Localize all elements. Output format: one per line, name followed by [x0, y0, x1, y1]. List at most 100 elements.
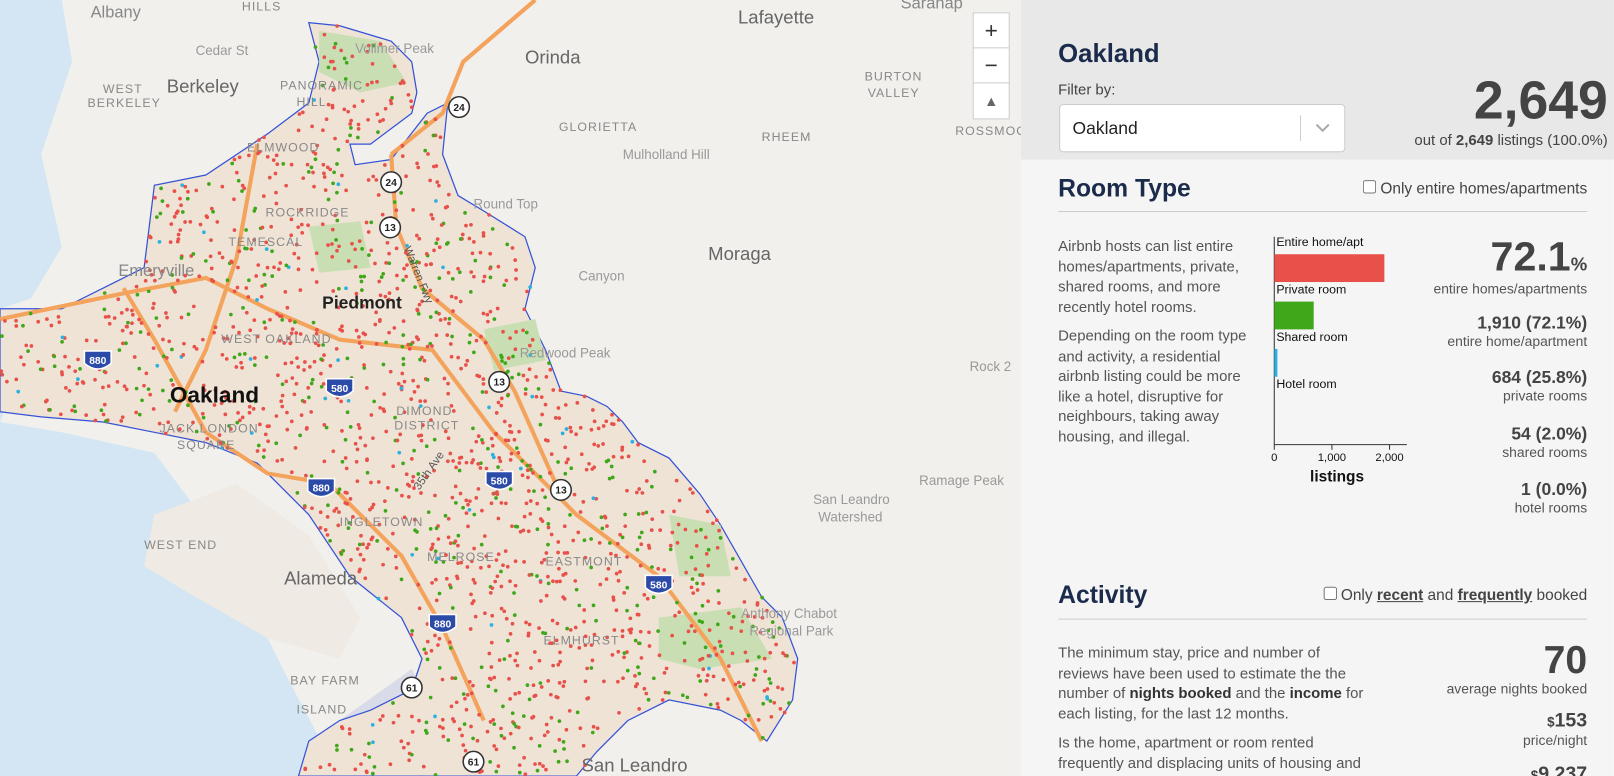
- listing-dot: [550, 641, 554, 646]
- map-label: Lafayette: [738, 6, 814, 27]
- listing-dot: [490, 227, 495, 231]
- listing-dot: [446, 192, 451, 197]
- filter-select[interactable]: Oakland: [1059, 103, 1346, 153]
- listing-dot: [569, 429, 574, 434]
- listing-dot: [516, 725, 521, 730]
- listing-dot: [625, 488, 629, 493]
- listing-dot: [399, 386, 404, 391]
- listing-dot: [425, 622, 430, 626]
- listing-dot: [84, 413, 89, 417]
- listing-dot: [393, 554, 398, 559]
- listing-dot: [578, 425, 583, 430]
- listing-dot: [288, 318, 292, 323]
- listing-dot: [432, 248, 436, 253]
- listing-dot: [372, 764, 377, 769]
- listing-dot: [201, 415, 206, 420]
- park: [319, 30, 407, 93]
- listing-dot: [236, 410, 240, 415]
- listing-dot: [142, 383, 146, 388]
- checkbox-link[interactable]: recent: [1376, 586, 1424, 605]
- zoom-out[interactable]: −: [972, 47, 1010, 85]
- listing-dot: [718, 644, 723, 648]
- listing-dot: [349, 557, 353, 562]
- listing-dot: [472, 546, 476, 551]
- activity-filter[interactable]: Only recent and frequently booked: [1323, 586, 1587, 605]
- listing-dot: [354, 291, 359, 296]
- listing-dot: [331, 289, 336, 293]
- listing-dot: [172, 214, 177, 219]
- listing-dot: [242, 186, 247, 191]
- listing-dot: [239, 360, 243, 365]
- listing-dot: [522, 560, 526, 564]
- map-label: Oakland: [170, 382, 259, 407]
- shield-label: 580: [650, 580, 667, 591]
- zoom-in[interactable]: +: [972, 12, 1010, 50]
- reset-north[interactable]: ▲: [972, 82, 1010, 120]
- listing-dot: [164, 311, 168, 315]
- listing-dot: [704, 552, 709, 556]
- listing-dot: [561, 739, 566, 744]
- listing-dot: [572, 492, 577, 497]
- listing-dot: [730, 651, 735, 656]
- listing-dot: [537, 626, 541, 630]
- listing-dot: [349, 747, 354, 752]
- checkbox[interactable]: [1362, 180, 1377, 194]
- listing-dot: [237, 155, 242, 160]
- listing-dot: [451, 409, 456, 413]
- listing-dot: [508, 458, 513, 462]
- listing-dot: [52, 354, 57, 359]
- listing-dot: [463, 696, 467, 701]
- listing-dot: [768, 650, 773, 655]
- listing-dot: [402, 379, 407, 384]
- listing-dot: [649, 528, 654, 532]
- listing-dot: [303, 360, 307, 364]
- listing-dot: [614, 608, 619, 613]
- listing-dot: [680, 693, 685, 698]
- listing-dot: [131, 312, 135, 317]
- listing-dot: [231, 325, 236, 329]
- listing-dot: [260, 284, 265, 288]
- checkbox-link[interactable]: frequently: [1457, 586, 1533, 605]
- entire-homes-filter[interactable]: Only entire homes/apartments: [1362, 180, 1587, 198]
- listing-dot: [590, 730, 595, 735]
- listing-dot: [294, 331, 299, 335]
- listing-dot: [120, 415, 125, 420]
- listing-dot: [712, 646, 717, 651]
- listing-dot: [63, 354, 67, 359]
- listing-dot: [225, 336, 230, 341]
- listing-dot: [275, 311, 279, 316]
- listing-dot: [170, 285, 175, 290]
- listing-dot: [375, 539, 379, 543]
- listing-dot: [708, 702, 713, 707]
- listing-dot: [475, 738, 480, 743]
- listing-dot: [177, 427, 182, 432]
- shield-label: 24: [385, 178, 397, 189]
- listing-dot: [325, 165, 330, 170]
- listing-dot: [574, 432, 578, 437]
- listing-dot: [267, 175, 272, 180]
- listing-dot: [565, 626, 569, 631]
- listing-dot: [372, 399, 377, 404]
- listing-dot: [699, 527, 703, 532]
- listing-dot: [422, 647, 427, 652]
- listing-dot: [535, 768, 540, 773]
- listing-dot: [434, 526, 439, 531]
- listing-dot: [434, 598, 439, 603]
- listing-dot: [512, 721, 517, 726]
- listing-dot: [290, 376, 295, 380]
- listing-dot: [340, 173, 344, 178]
- checkbox[interactable]: [1323, 586, 1337, 601]
- map[interactable]: AlbanySaranapLafayetteOrindaBerkeleyWEST…: [0, 0, 1022, 776]
- listing-dot: [473, 614, 478, 619]
- shield-label: 24: [453, 103, 465, 114]
- listing-dot: [495, 574, 500, 579]
- listing-dot: [528, 343, 532, 348]
- listing-dot: [400, 143, 405, 148]
- listing-dot: [72, 404, 77, 409]
- listing-dot: [401, 278, 406, 283]
- listing-dot: [260, 225, 265, 230]
- shield-label: 61: [406, 683, 418, 694]
- listing-dot: [373, 322, 378, 327]
- listing-dot: [538, 517, 543, 521]
- listing-dot: [508, 653, 512, 658]
